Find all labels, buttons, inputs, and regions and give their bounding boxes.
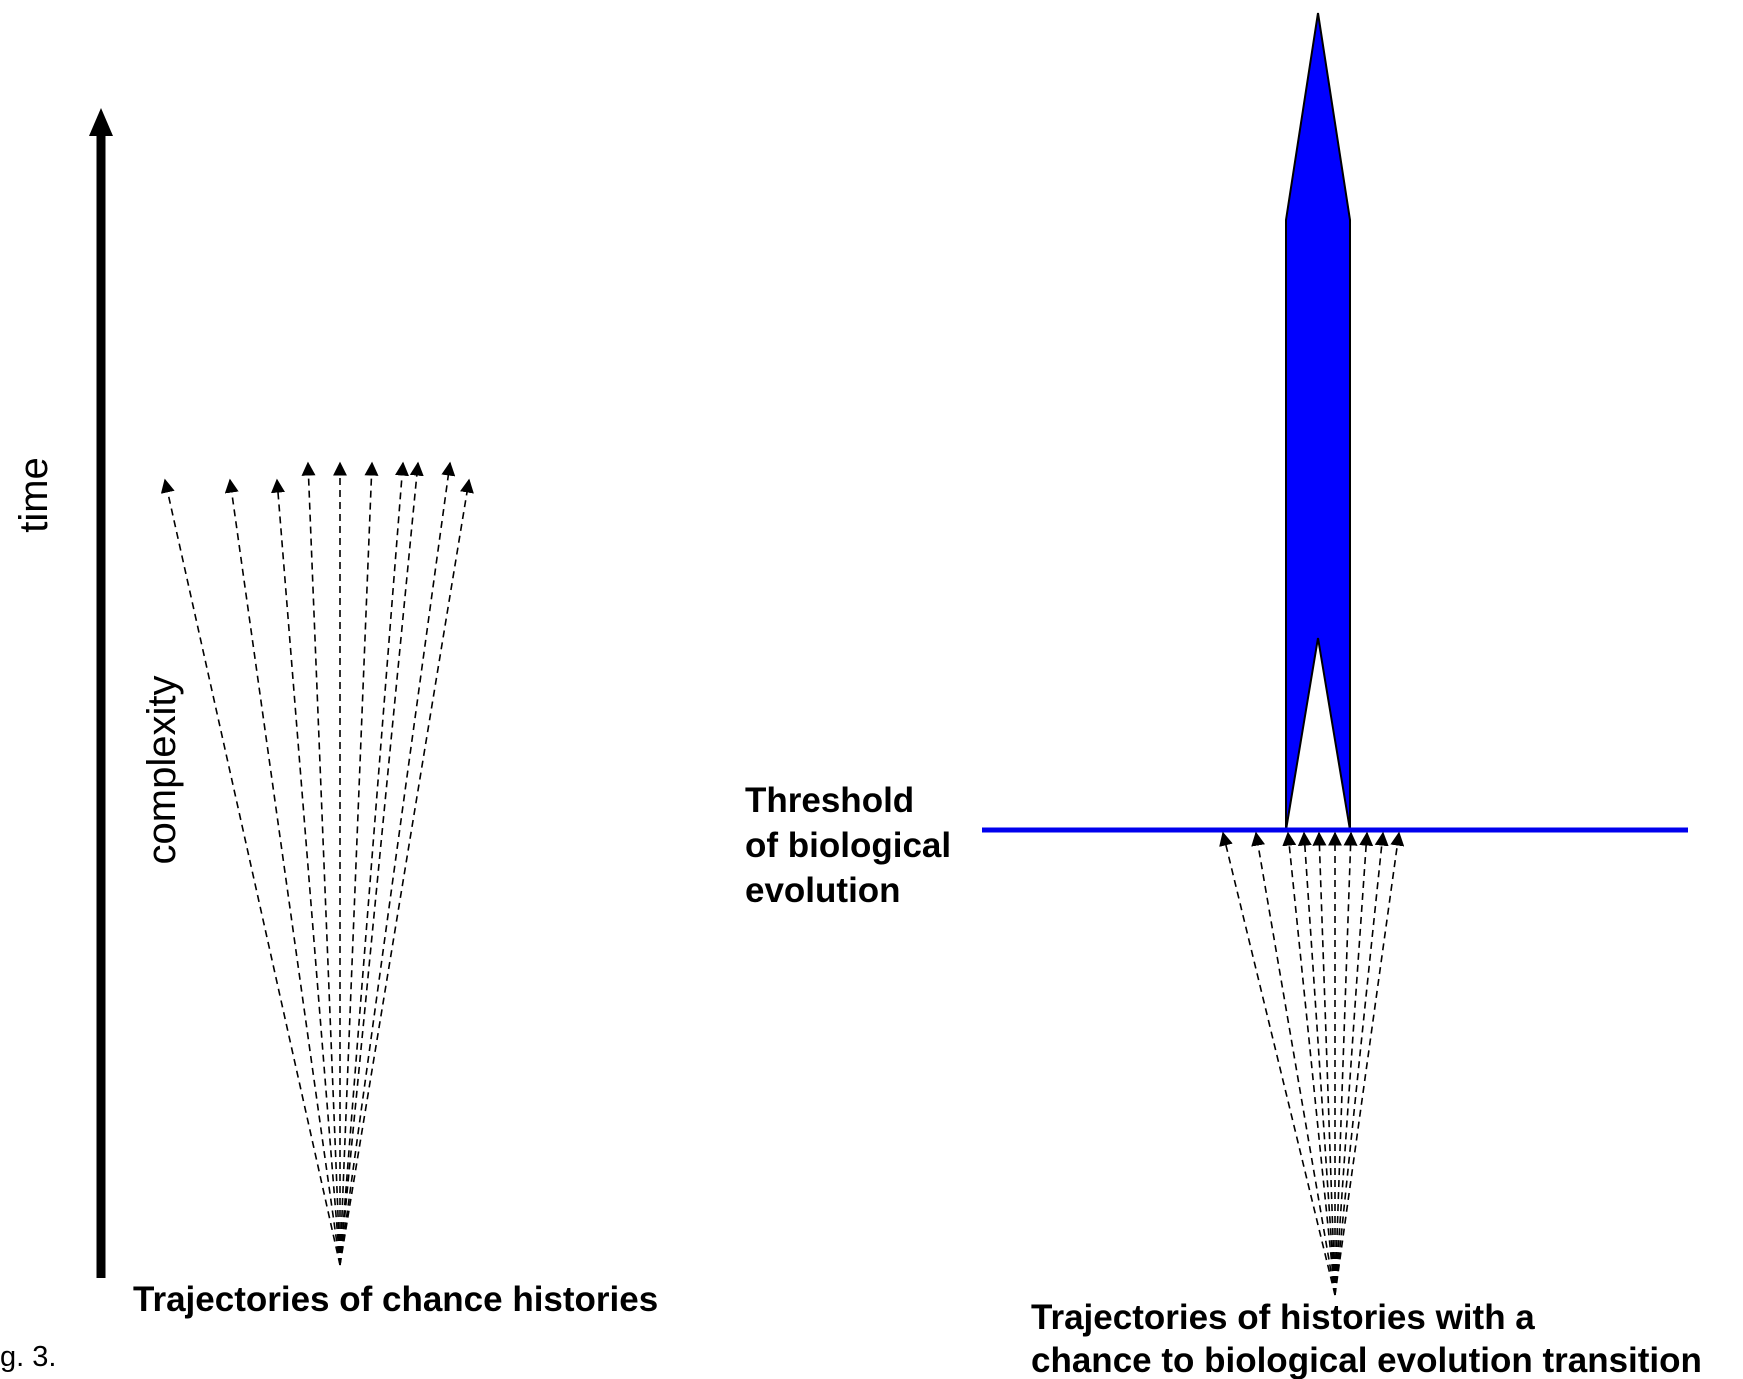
trajectory-arrow	[1297, 831, 1336, 1296]
right-trajectory-fan	[1219, 831, 1405, 1296]
trajectory-arrow	[339, 478, 474, 1266]
trajectory-arrow	[339, 461, 456, 1266]
complexity-axis-label: complexity	[140, 676, 184, 865]
time-axis-arrowhead	[89, 108, 113, 136]
trajectory-arrow	[224, 478, 341, 1266]
right-panel-caption: Trajectories of histories with a chance …	[1031, 1298, 1702, 1379]
trajectory-arrow	[301, 461, 341, 1266]
trajectory-arrow	[1219, 831, 1336, 1296]
time-axis	[89, 108, 113, 1278]
trajectory-arrow	[339, 461, 409, 1266]
left-trajectory-fan	[160, 461, 474, 1266]
trajectory-arrow	[1334, 831, 1389, 1296]
trajectory-arrow	[1334, 831, 1358, 1296]
threshold-label-line: of biological	[745, 826, 951, 865]
figure-label: g. 3.	[0, 1341, 56, 1373]
threshold-label-line: evolution	[745, 871, 901, 910]
trajectory-arrow	[1334, 831, 1405, 1296]
threshold-label: Threshold of biological evolution	[745, 781, 961, 910]
right-caption-line: Trajectories of histories with a	[1031, 1298, 1535, 1337]
biological-evolution-shape	[1285, 12, 1351, 831]
trajectory-arrow	[1251, 831, 1336, 1296]
right-caption-line: chance to biological evolution transitio…	[1031, 1341, 1702, 1379]
trajectory-arrow	[339, 461, 424, 1266]
time-axis-label: time	[12, 457, 56, 533]
trajectory-arrow	[160, 478, 341, 1266]
trajectory-arrow	[271, 478, 341, 1266]
left-panel-caption: Trajectories of chance histories	[133, 1280, 658, 1319]
trajectory-arrow	[1334, 831, 1374, 1296]
trajectory-arrow	[1312, 831, 1336, 1296]
threshold-label-line: Threshold	[745, 781, 914, 820]
trajectory-arrow	[1282, 831, 1336, 1296]
trajectory-arrow	[339, 461, 379, 1266]
